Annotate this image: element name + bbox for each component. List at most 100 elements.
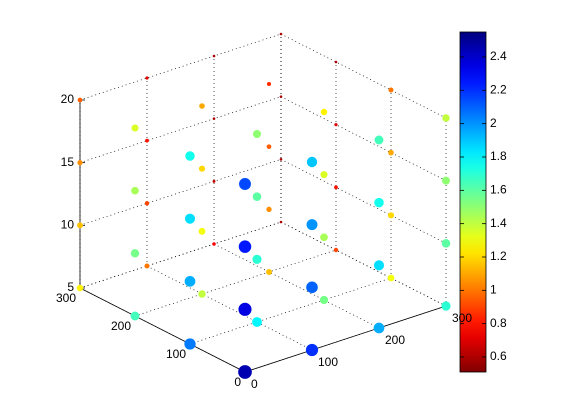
data-point xyxy=(212,242,216,246)
data-point xyxy=(374,197,384,208)
grid-line xyxy=(280,221,447,307)
data-point xyxy=(334,185,338,190)
data-point xyxy=(266,269,272,275)
data-point xyxy=(212,54,216,58)
x-tick-label: 300 xyxy=(452,311,472,325)
data-point xyxy=(131,186,139,195)
data-point xyxy=(374,135,384,145)
data-point xyxy=(212,117,216,120)
grid-line xyxy=(79,221,282,289)
data-point xyxy=(252,254,262,264)
data-point xyxy=(441,301,451,311)
y-tick-label: 200 xyxy=(111,319,131,333)
grid-line xyxy=(280,159,447,244)
data-point xyxy=(144,263,150,269)
data-point xyxy=(145,138,149,143)
data-point xyxy=(266,206,272,212)
colorbar-tick-label: 0.8 xyxy=(490,316,507,330)
data-point xyxy=(198,290,206,298)
data-point xyxy=(238,302,252,316)
data-point xyxy=(238,365,252,379)
data-point xyxy=(76,284,84,292)
data-point xyxy=(185,151,195,161)
data-point xyxy=(388,87,394,93)
data-point xyxy=(441,239,451,248)
data-point xyxy=(306,281,318,294)
data-point xyxy=(184,213,196,224)
colorbar-tick-label: 2.2 xyxy=(490,83,507,97)
data-point xyxy=(320,233,328,242)
data-point xyxy=(266,81,272,87)
data-point xyxy=(279,220,283,224)
data-point xyxy=(252,192,262,201)
data-point xyxy=(373,322,385,334)
grid-line xyxy=(280,33,447,119)
data-point xyxy=(320,171,328,179)
data-point xyxy=(239,178,251,190)
data-point xyxy=(145,76,149,80)
colorbar-tick-label: 1.6 xyxy=(490,183,507,197)
grid-line xyxy=(146,265,313,351)
data-point xyxy=(306,219,318,231)
data-point xyxy=(442,114,450,122)
data-point xyxy=(253,130,261,138)
data-point xyxy=(333,247,339,253)
data-point xyxy=(387,212,395,219)
data-point xyxy=(184,275,196,287)
z-tick-label: 5 xyxy=(67,280,74,294)
axis-line xyxy=(244,305,447,373)
data-point xyxy=(199,103,205,109)
data-point xyxy=(320,108,328,116)
data-point xyxy=(198,165,206,172)
grid-line xyxy=(244,305,447,373)
z-tick-label: 10 xyxy=(61,218,75,232)
grid-line xyxy=(189,277,392,345)
colorbar-tick-label: 1 xyxy=(490,283,497,297)
grid-line xyxy=(79,96,282,163)
data-point xyxy=(387,274,395,282)
z-tick-label: 20 xyxy=(61,92,75,106)
y-tick-label: 300 xyxy=(56,291,76,305)
z-tick-label: 15 xyxy=(61,155,75,169)
data-point xyxy=(279,95,283,98)
data-point xyxy=(130,311,140,321)
data-point xyxy=(77,222,83,229)
data-point xyxy=(131,124,139,132)
y-tick-label: 0 xyxy=(234,375,241,389)
colorbar-tick-label: 1.4 xyxy=(490,216,507,230)
x-tick-label: 200 xyxy=(385,333,405,347)
data-point xyxy=(388,149,394,156)
colorbar-tick-label: 0.6 xyxy=(490,349,507,363)
colorbar-tick-label: 2.4 xyxy=(490,49,507,63)
data-point xyxy=(238,240,252,253)
data-point xyxy=(279,32,283,36)
data-point xyxy=(334,60,338,64)
grid-line xyxy=(213,243,380,329)
data-point xyxy=(77,160,83,166)
data-point xyxy=(77,97,83,103)
colorbar xyxy=(459,31,487,373)
data-point xyxy=(130,249,140,258)
data-point xyxy=(184,338,196,350)
grid-line xyxy=(79,33,282,101)
data-point xyxy=(212,179,216,183)
data-point xyxy=(252,317,262,327)
data-point xyxy=(306,156,318,168)
data-point xyxy=(266,144,272,150)
grid-line xyxy=(79,159,282,226)
data-point xyxy=(198,227,206,235)
data-point xyxy=(305,343,319,357)
grid-line xyxy=(79,287,246,373)
colorbar-tick-label: 1.8 xyxy=(490,149,507,163)
colorbar-tick-label: 1.2 xyxy=(490,249,507,263)
grid-line xyxy=(79,221,282,289)
colorbar-tick-label: 2 xyxy=(490,116,497,130)
data-point xyxy=(279,158,283,161)
y-tick-label: 100 xyxy=(166,347,186,361)
grid-line xyxy=(134,249,337,317)
x-tick-label: 100 xyxy=(318,355,338,369)
grid-line xyxy=(280,96,447,181)
x-tick-label: 0 xyxy=(251,377,258,391)
